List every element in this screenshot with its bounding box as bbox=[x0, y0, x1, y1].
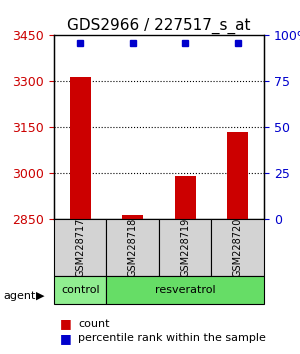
Bar bbox=[70, 77, 91, 219]
FancyBboxPatch shape bbox=[106, 276, 264, 304]
Text: GSM228718: GSM228718 bbox=[128, 218, 138, 278]
FancyBboxPatch shape bbox=[106, 219, 159, 276]
Text: GSM228717: GSM228717 bbox=[75, 218, 85, 278]
Text: control: control bbox=[61, 285, 100, 295]
Text: count: count bbox=[78, 319, 110, 329]
FancyBboxPatch shape bbox=[54, 219, 106, 276]
Text: ■: ■ bbox=[60, 318, 72, 330]
Text: GSM228719: GSM228719 bbox=[180, 218, 190, 278]
FancyBboxPatch shape bbox=[159, 219, 211, 276]
Text: ▶: ▶ bbox=[36, 291, 44, 301]
Text: agent: agent bbox=[3, 291, 35, 301]
Text: percentile rank within the sample: percentile rank within the sample bbox=[78, 333, 266, 343]
Title: GDS2966 / 227517_s_at: GDS2966 / 227517_s_at bbox=[67, 18, 251, 34]
Bar bbox=[175, 176, 196, 219]
FancyBboxPatch shape bbox=[54, 276, 106, 304]
Bar bbox=[227, 132, 248, 219]
Text: resveratrol: resveratrol bbox=[155, 285, 216, 295]
Bar bbox=[122, 215, 143, 219]
FancyBboxPatch shape bbox=[212, 219, 264, 276]
Text: ■: ■ bbox=[60, 332, 72, 344]
Text: GSM228720: GSM228720 bbox=[233, 218, 243, 278]
